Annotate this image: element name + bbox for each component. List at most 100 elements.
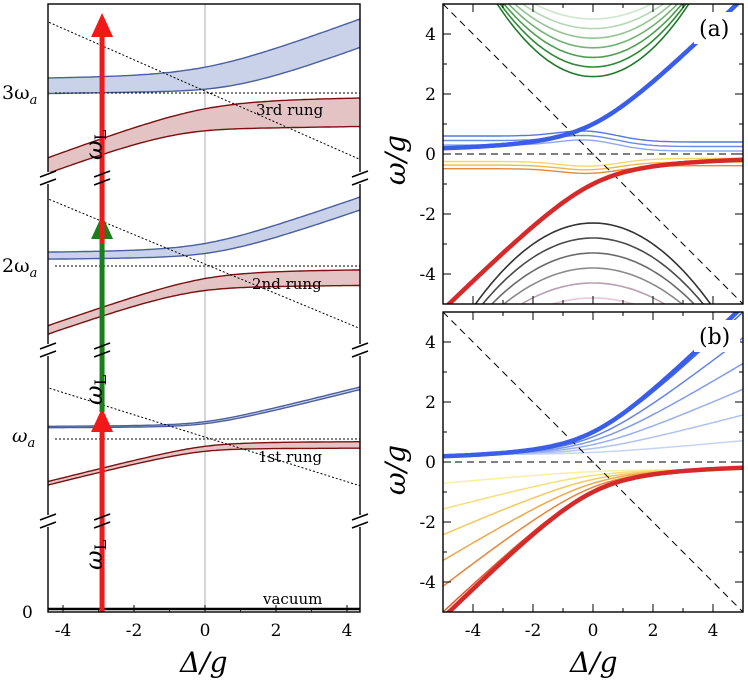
orange-family-curve: [443, 467, 743, 562]
drive-break-slash: [93, 342, 111, 350]
axis-break-slash: [351, 513, 369, 521]
rung-1-label: 1st rung: [258, 448, 323, 466]
left-x-tick-label: -4: [55, 621, 72, 641]
diagonal-asymptote: [443, 4, 743, 304]
rung-1-lower-band: [48, 441, 360, 485]
panel-b-x-tick-labels: -4 -2 0 2 4: [465, 621, 719, 641]
level-3-label: 3ωa: [2, 82, 37, 108]
drive-break-slash: [93, 521, 111, 529]
rung-2-lower-edge-2: [48, 284, 360, 335]
panel-b-label: (b): [699, 325, 730, 350]
left-axis-breaks: [39, 170, 369, 529]
left-x-tick-label: 4: [342, 621, 353, 641]
rung-1-lower-edge-2: [48, 447, 360, 486]
blue-family-curve: [443, 337, 743, 457]
x-tick-label: 0: [588, 621, 599, 641]
y-tick-label: -2: [419, 513, 436, 533]
y-tick-label: 2: [425, 85, 436, 105]
axis-break-slash: [39, 342, 57, 350]
left-x-tick-labels: -4 -2 0 2 4: [55, 621, 353, 641]
panel-b-y-axis-title: ω/g: [379, 445, 412, 495]
left-panel: -4 -2 0 2 4 0 ωa 2ωa 3ωa vacuum 1st rung 2nd…: [2, 3, 369, 679]
rung-3-lower-edge-1: [48, 97, 360, 159]
level-2-label: 2ωa: [2, 255, 37, 281]
axis-break-slash: [351, 178, 369, 186]
y-tick-label: 4: [425, 333, 436, 353]
left-x-axis-title: Δ/g: [179, 646, 228, 679]
drive-arrow-1-head: [91, 408, 114, 432]
left-frame: [47, 3, 361, 613]
y-tick-label: -4: [419, 573, 436, 593]
rung-3-diagonal-asymptote: [48, 21, 360, 160]
left-x-tick-label: -2: [126, 621, 143, 641]
panel-b: 4 2 0 -2 -4 -4 -2 0 2 4 (b) ω/g Δ/g: [379, 311, 744, 679]
rung-3-upper-edge-1: [48, 18, 360, 79]
rung-2-label: 2nd rung: [252, 275, 322, 293]
rung-3-lower-edge-2: [48, 125, 360, 175]
left-ticks: [62, 605, 348, 612]
rung-3-upper-edge-2: [48, 46, 360, 95]
axis-break-slash: [39, 521, 57, 529]
level-1-label: ωa: [12, 425, 35, 451]
near-zero-blue-curve: [443, 130, 743, 143]
panel-a-ticks: [443, 4, 743, 304]
right-x-axis-title: Δ/g: [569, 646, 618, 679]
drive-break-slash: [93, 513, 111, 521]
rung-2-upper-edge-2: [48, 209, 360, 260]
rung-vacuum-label: vacuum: [262, 590, 322, 608]
drive-label-3: ωL: [80, 129, 110, 160]
lower-family-curve: [481, 237, 705, 304]
y-tick-label: 0: [425, 453, 436, 473]
panel-b-plot-area: [443, 312, 743, 612]
rung-1-lower-edge-1: [48, 441, 360, 483]
drive-break-slash: [93, 178, 111, 186]
axis-break-slash: [39, 170, 57, 178]
upper-polariton-curve: [443, 4, 741, 151]
rung-2-upper-band: [48, 197, 360, 260]
axis-break-slash: [351, 521, 369, 529]
rung-3-lower-band: [48, 98, 360, 174]
diagonal-asymptote: [443, 312, 743, 612]
rung-1-diagonal-asymptote: [48, 387, 360, 487]
y-tick-label: -2: [419, 205, 436, 225]
upper-family-curve: [499, 4, 687, 68]
lower-polariton-curve: [445, 465, 743, 612]
blue-family-curve: [443, 362, 743, 457]
y-tick-label: 0: [425, 145, 436, 165]
orange-family-curve: [443, 467, 743, 612]
rung-2-diagonal-asymptote: [48, 198, 360, 330]
lower-polariton-curve: [445, 157, 743, 304]
y-tick-label: -4: [419, 265, 436, 285]
panel-a-label: (a): [699, 17, 729, 42]
y-tick-label: 4: [425, 25, 436, 45]
upper-polariton-curve: [443, 312, 741, 459]
near-zero-orange-curve: [443, 165, 743, 175]
drive-arrow-3-head: [91, 13, 114, 37]
axis-break-slash: [351, 342, 369, 350]
axis-break-slash: [39, 513, 57, 521]
near-zero-blue-curve: [443, 134, 743, 148]
left-plot-area: [48, 4, 360, 612]
drive-break-slash: [93, 350, 111, 358]
panel-b-label-bg: [694, 320, 740, 352]
rung-2-lower-edge-1: [48, 269, 360, 327]
axis-break-slash: [351, 170, 369, 178]
x-tick-label: -2: [525, 621, 542, 641]
upper-family-curve: [513, 4, 673, 40]
drive-break-slash: [93, 170, 111, 178]
axis-break-slash: [39, 178, 57, 186]
upper-family-curve: [507, 4, 679, 49]
x-tick-label: 2: [648, 621, 659, 641]
panel-a-y-tick-labels: 4 2 0 -2 -4: [419, 25, 436, 285]
rung-3-label: 3rd rung: [256, 101, 324, 119]
orange-family-curve: [443, 467, 743, 587]
y-tick-label: 2: [425, 393, 436, 413]
orange-family-curve: [443, 468, 743, 510]
left-x-tick-label: 0: [200, 621, 211, 641]
panel-b-y-tick-labels: 4 2 0 -2 -4: [419, 333, 436, 593]
level-0-label: 0: [22, 603, 33, 623]
rung-3-upper-band: [48, 18, 360, 94]
axis-break-slash: [39, 350, 57, 358]
rung-2-upper-edge-1: [48, 196, 360, 253]
axis-break-slash: [351, 350, 369, 358]
